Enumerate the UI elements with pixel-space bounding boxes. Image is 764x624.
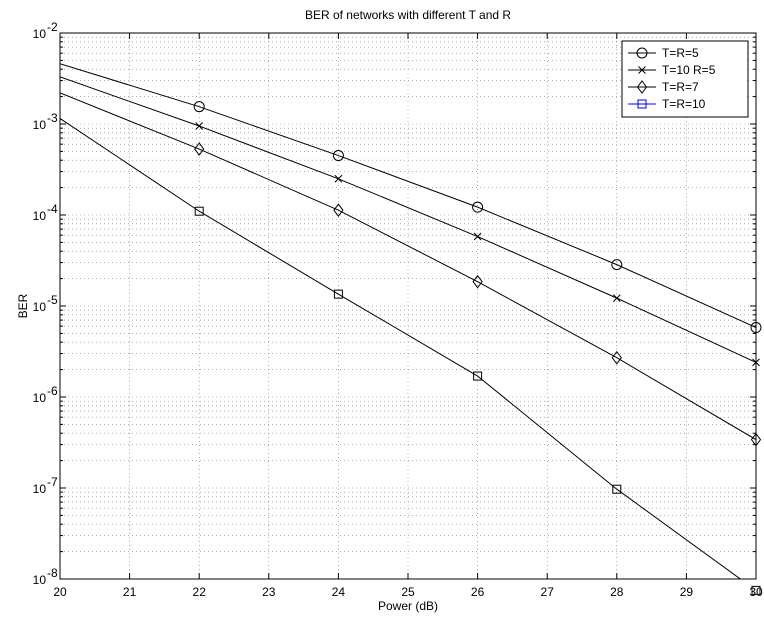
x-tick-label: 24: [332, 585, 346, 599]
y-tick-label: 10: [33, 27, 47, 41]
data-point: [473, 232, 482, 241]
x-tick-label: 21: [123, 585, 137, 599]
data-point: [193, 101, 205, 113]
data-point: [751, 585, 761, 595]
series-line: [60, 63, 756, 328]
x-tick-label: 28: [610, 585, 624, 599]
series-line: [60, 76, 756, 363]
data-point: [333, 203, 344, 218]
series-3: [60, 92, 756, 441]
data-point: [612, 294, 621, 302]
data-point: [611, 259, 623, 271]
axis-ticks: 20 21 22 23 24 25 26 27 28 29 3010-810-710-610-510…: [33, 20, 763, 599]
data-point: [750, 322, 762, 334]
data-point: [334, 174, 343, 183]
x-axis-label: Power (dB): [378, 599, 438, 613]
data-point: [473, 371, 483, 381]
legend-item: T=10 R=5: [628, 63, 716, 77]
y-tick-label-exponent: -7: [47, 475, 58, 489]
x-tick-label: 20: [53, 585, 67, 599]
data-point: [472, 274, 483, 289]
y-axis-label: BER: [16, 293, 30, 318]
data-point: [194, 142, 205, 156]
data-point: [612, 484, 622, 494]
series-markers: [193, 101, 762, 334]
y-tick-label-exponent: -5: [47, 293, 58, 307]
data-series: [60, 63, 762, 595]
x-tick-label: 26: [471, 585, 485, 599]
y-tick-label-exponent: -4: [47, 202, 58, 216]
series-2: [60, 76, 756, 363]
series-line: [60, 92, 756, 441]
series-1: [60, 63, 756, 328]
y-tick-label: 10: [33, 573, 47, 587]
series-4: [60, 118, 742, 579]
y-tick-label: 10: [33, 209, 47, 223]
y-tick-label: 10: [33, 482, 47, 496]
data-point: [194, 206, 204, 216]
data-point: [333, 289, 343, 299]
legend: T=R=5 T=10 R=5 T=R=7 T=R=10: [621, 40, 749, 118]
legend-marker: [637, 99, 647, 109]
x-tick-label: 25: [401, 585, 415, 599]
series-markers: [194, 206, 761, 595]
legend-label: T=10 R=5: [662, 63, 716, 77]
legend-item: T=R=7: [628, 80, 699, 94]
legend-label: T=R=10: [662, 97, 706, 111]
x-tick-label: 23: [262, 585, 276, 599]
series-line: [60, 118, 742, 579]
y-tick-label-exponent: -8: [47, 566, 58, 580]
chart-title: BER of networks with different T and R: [305, 8, 511, 22]
y-tick-label: 10: [33, 300, 47, 314]
grid-lines: [60, 33, 756, 579]
data-point: [332, 150, 344, 162]
legend-label: T=R=7: [662, 80, 699, 94]
x-tick-label: 30: [749, 585, 763, 599]
y-tick-label-exponent: -2: [47, 20, 58, 34]
legend-label: T=R=5: [662, 46, 699, 60]
data-point: [195, 122, 204, 130]
series-markers: [194, 142, 762, 447]
y-tick-label: 10: [33, 118, 47, 132]
y-tick-label-exponent: -3: [47, 111, 58, 125]
y-tick-label: 10: [33, 391, 47, 405]
data-point: [750, 432, 762, 447]
data-point: [472, 201, 484, 213]
y-tick-label-exponent: -6: [47, 384, 58, 398]
legend-item: T=R=5: [628, 46, 699, 60]
data-point: [752, 358, 760, 367]
x-tick-label: 29: [680, 585, 694, 599]
series-markers: [195, 122, 760, 367]
data-point: [611, 350, 622, 365]
x-tick-label: 27: [541, 585, 555, 599]
legend-marker: [636, 47, 648, 59]
legend-item: T=R=10: [628, 97, 706, 111]
legend-marker: [636, 80, 648, 94]
x-tick-label: 22: [193, 585, 207, 599]
legend-marker: [638, 66, 646, 74]
